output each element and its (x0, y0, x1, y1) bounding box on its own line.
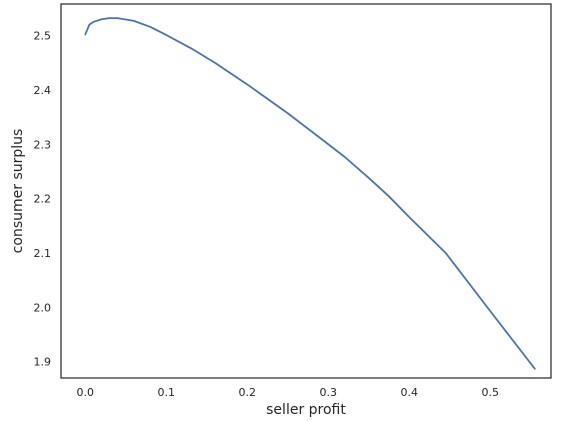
y-tick-label: 2.5 (34, 30, 52, 43)
x-tick-label: 0.3 (320, 386, 338, 399)
plot-frame (60, 3, 552, 379)
x-tick-label: 0.0 (77, 386, 95, 399)
x-tick-label: 0.2 (239, 386, 257, 399)
x-tick-label: 0.1 (158, 386, 176, 399)
y-tick-label: 2.3 (34, 138, 52, 151)
y-axis-label: consumer surplus (10, 129, 26, 254)
x-tick-label: 0.4 (401, 386, 419, 399)
y-axis-ticks: 1.9 2.0 2.1 2.2 2.3 2.4 2.5 (34, 30, 52, 369)
x-axis-label: seller profit (266, 402, 346, 418)
x-tick-label: 0.5 (482, 386, 500, 399)
y-tick-label: 2.0 (34, 301, 52, 314)
series-line (84, 17, 536, 370)
y-tick-label: 1.9 (34, 356, 52, 369)
y-tick-label: 2.2 (34, 193, 52, 206)
plot-area (84, 17, 536, 370)
y-tick-label: 2.4 (34, 84, 52, 97)
x-axis-ticks: 0.0 0.1 0.2 0.3 0.4 0.5 (77, 386, 500, 399)
y-tick-label: 2.1 (34, 247, 52, 260)
